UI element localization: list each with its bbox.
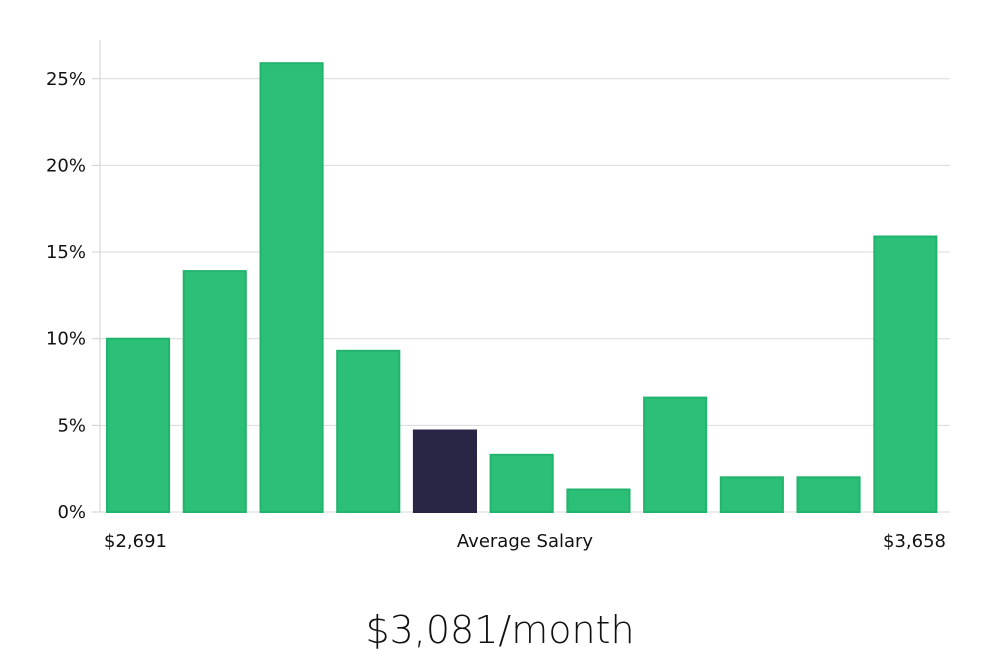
bar — [182, 270, 247, 513]
y-tick-label: 25% — [46, 69, 86, 90]
y-tick-label: 15% — [46, 242, 86, 263]
y-tick-label: 5% — [57, 415, 86, 436]
bar — [489, 453, 554, 513]
bar-highlighted — [412, 429, 477, 513]
bar — [259, 62, 324, 513]
x-end-label: $3,658 — [883, 531, 946, 552]
y-tick-label: 10% — [46, 329, 86, 350]
x-axis-label: Average Salary — [457, 531, 594, 552]
y-tick-label: 0% — [57, 502, 86, 523]
bar — [796, 476, 861, 513]
bar — [336, 349, 401, 513]
bars — [106, 62, 938, 514]
x-start-label: $2,691 — [104, 531, 167, 552]
average-salary-headline: $3,081/month — [365, 608, 635, 652]
bar — [719, 476, 784, 513]
y-tick-label: 20% — [46, 155, 86, 176]
bar — [106, 337, 171, 514]
bar — [873, 235, 938, 513]
bar — [566, 488, 631, 513]
bar — [643, 396, 708, 514]
y-axis-ticks: 0% 5% 10% 15% 20% 25% — [46, 69, 100, 523]
salary-histogram: 0% 5% 10% 15% 20% 25% $2,691 Average Salary $… — [46, 40, 950, 552]
